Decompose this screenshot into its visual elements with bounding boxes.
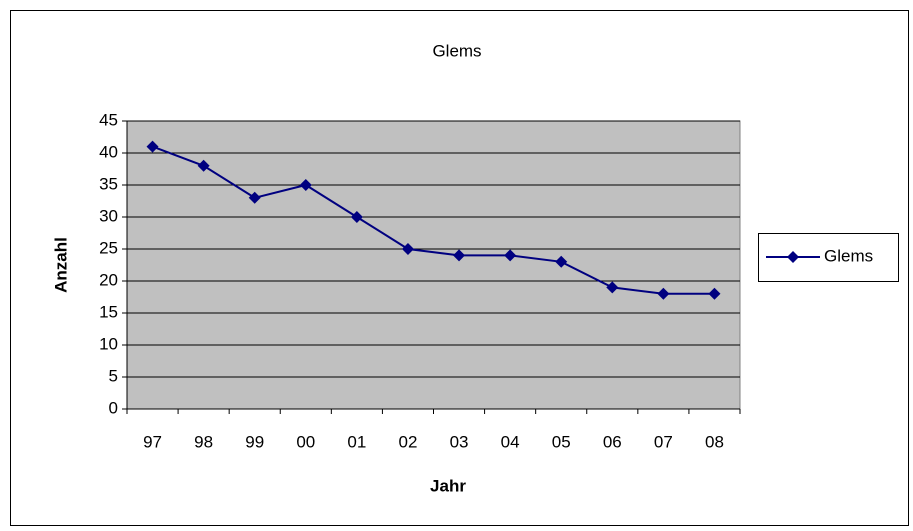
marker [350, 211, 363, 223]
x-tick-label: 06 [603, 432, 622, 451]
marker [248, 191, 261, 204]
series-line [152, 145, 715, 295]
y-tick-label: 10 [99, 334, 118, 353]
marker [657, 287, 670, 300]
marker [401, 243, 414, 255]
y-tick-label: 35 [99, 174, 118, 193]
x-tick-label: 07 [654, 432, 673, 451]
x-tick-label: 01 [347, 432, 366, 451]
plot-area [126, 120, 741, 410]
chart-title: Glems [432, 41, 481, 60]
marker [453, 249, 466, 262]
marker [555, 255, 568, 268]
marker [299, 179, 312, 191]
x-axis-label: Jahr [430, 476, 466, 495]
y-tick-label: 5 [109, 366, 118, 385]
legend-marker [787, 251, 799, 263]
marker [504, 249, 517, 262]
y-tick-label: 40 [99, 142, 118, 161]
marker [197, 159, 210, 172]
x-tick-label: 05 [552, 432, 571, 451]
y-tick-label: 20 [99, 270, 118, 289]
marker [606, 281, 619, 294]
y-axis-label: Anzahl [51, 237, 70, 293]
x-tick-label: 08 [705, 432, 724, 451]
x-tick-label: 99 [245, 432, 264, 451]
x-tick-label: 97 [143, 432, 162, 451]
legend-label: Glems [824, 246, 873, 265]
x-tick-label: 98 [194, 432, 213, 451]
y-tick-label: 30 [99, 206, 118, 225]
y-tick-label: 45 [99, 110, 118, 129]
x-tick-label: 00 [296, 432, 315, 451]
y-tick-label: 25 [99, 238, 118, 257]
marker [708, 287, 721, 300]
marker [146, 140, 159, 153]
x-tick-label: 04 [501, 432, 520, 451]
x-tick-label: 03 [450, 432, 469, 451]
y-tick-label: 15 [99, 302, 118, 321]
x-tick-label: 02 [398, 432, 417, 451]
y-tick-label: 0 [109, 398, 118, 417]
